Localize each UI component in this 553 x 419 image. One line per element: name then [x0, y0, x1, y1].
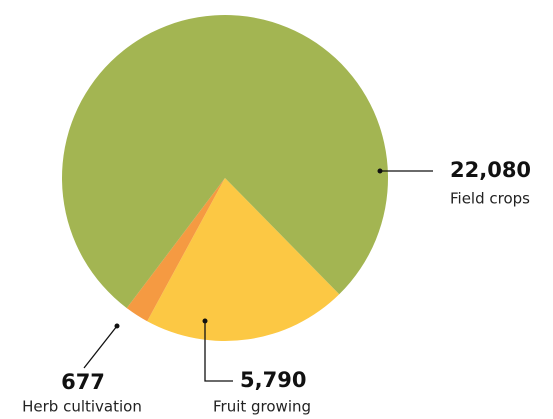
category-label: Field crops — [450, 190, 530, 208]
value-label: 22,080 — [450, 158, 531, 182]
leader-dot — [114, 323, 120, 329]
leader-dot — [377, 168, 383, 174]
category-label: Herb cultivation — [22, 398, 142, 416]
leader-line — [204, 321, 233, 382]
value-label: 5,790 — [240, 368, 306, 392]
category-label: Fruit growing — [213, 398, 311, 416]
leader-line — [83, 325, 118, 369]
pie-slice — [126, 178, 225, 322]
pie-slice — [61, 15, 388, 309]
leader-dot — [202, 318, 208, 324]
value-label: 677 — [61, 370, 105, 394]
pie-slice — [147, 178, 340, 341]
